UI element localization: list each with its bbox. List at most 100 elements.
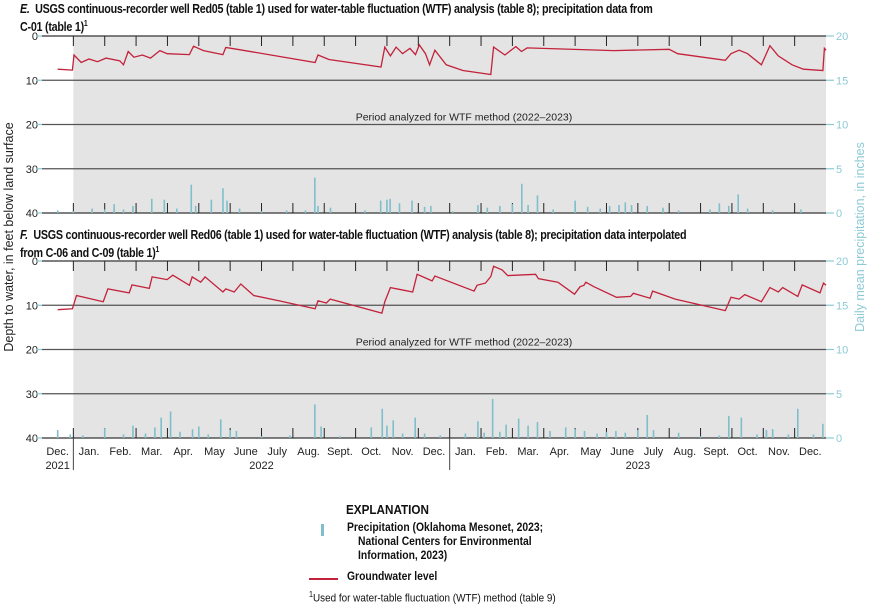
panel-e-right-tick-label: 15	[836, 75, 848, 87]
month-label: Dec.	[46, 446, 69, 458]
panel-f-precip-bar	[169, 411, 172, 438]
panel-e-left-tick-label: 30	[26, 164, 38, 176]
panel-f-precip-bar	[564, 427, 567, 438]
panel-f-precip-bar	[718, 435, 721, 438]
panel-f-precip-bar	[491, 399, 494, 438]
panel-e-precip-bar	[646, 205, 649, 213]
panel-e-precip-bar	[103, 209, 106, 213]
month-label: Aug.	[297, 446, 320, 458]
panel-f-title-line2: from C-06 and C-09 (table 1)1	[20, 245, 160, 261]
footnote: 1Used for water-table fluctuation (WTF) …	[309, 590, 556, 605]
month-label: May	[580, 446, 601, 458]
panel-e-precip-bar	[527, 205, 529, 213]
panel-e-precip-bar	[727, 205, 730, 213]
panel-e-precip-bar	[771, 210, 774, 213]
legend-precip-label: Precipitation (Oklahoma Mesonet, 2023;	[347, 522, 544, 534]
panel-f-precip-bar	[370, 427, 373, 438]
panel-f-precip-bar	[103, 428, 106, 438]
panel-e-right-tick-label: 5	[836, 164, 842, 176]
panel-f-precip-bar	[132, 425, 134, 438]
panel-f-precip-bar	[56, 430, 59, 438]
legend-precip-label-2: National Centers for Environmental	[358, 536, 532, 548]
panel-e-precip-bar	[574, 200, 576, 213]
panel-e-precip-bar	[477, 205, 479, 213]
year-label-2023: 2023	[626, 460, 650, 472]
panel-f-left-tick-label: 0	[32, 256, 38, 268]
panel-f-precip-bar	[574, 429, 576, 438]
panel-f-precip-bar	[144, 433, 147, 438]
panel-e-precip-bar	[599, 208, 602, 213]
panel-e-precip-bar	[430, 205, 432, 213]
panel-e-left-tick-label: 0	[32, 31, 38, 43]
panel-e-groundwater-line	[57, 43, 827, 76]
month-label: Sept.	[703, 446, 729, 458]
panel-f-precip-bar	[207, 434, 210, 438]
panel-e-precip-bar	[677, 210, 680, 213]
panel-f-precip-bar	[381, 408, 384, 438]
panel-e-right-tick-label: 0	[836, 208, 842, 220]
panel-f-right-tick-label: 15	[836, 300, 848, 312]
panel-e-precip-bar	[379, 200, 382, 213]
panel-f-precip-bar	[69, 434, 72, 438]
panel-f-precip-bar	[796, 408, 799, 438]
panel-f-precip-bar	[320, 426, 322, 438]
panel-e-precip-bar	[56, 210, 59, 213]
month-label: Dec.	[423, 446, 446, 458]
panel-e-precip-bar	[329, 207, 332, 213]
month-label: Nov.	[768, 446, 790, 458]
panel-e-precip-bar	[586, 206, 589, 213]
panel-f-precip-bar	[339, 436, 341, 438]
panel-e-precip-bar	[389, 198, 391, 213]
panel-e-title-line2: C-01 (table 1)1	[20, 19, 88, 35]
panel-e-precip-bar	[662, 207, 664, 213]
panel-e-precip-bar	[226, 200, 228, 213]
panel-f-precip-bar	[536, 422, 539, 438]
panel-e-precip-bar	[718, 203, 721, 213]
month-label: June	[610, 446, 634, 458]
month-label: Feb.	[486, 446, 508, 458]
panel-e-precip-bar	[150, 198, 153, 213]
panel-f-precip-bar	[288, 435, 291, 438]
panel-f-precip-bar	[179, 431, 181, 438]
month-label: Oct.	[361, 446, 381, 458]
panel-e-precip-bar	[386, 199, 388, 213]
panel-e-precip-bar	[163, 199, 166, 213]
panel-f-title: F. USGS continuous-recorder well Red06 (…	[20, 228, 687, 242]
panel-f-precip-bar	[812, 434, 815, 438]
panel-f-precip-bar	[549, 430, 551, 438]
panel-e-left-tick-label: 20	[26, 120, 38, 132]
panel-f-left-tick-label: 30	[26, 389, 38, 401]
month-label: Jan.	[455, 446, 476, 458]
panel-f-precip-bar	[229, 430, 231, 438]
panel-e-precip-bar	[314, 177, 316, 213]
panel-f-precip-bar	[122, 434, 125, 438]
right-axis-title: Daily mean precipitation, in inches	[853, 142, 867, 332]
panel-e-precip-bar	[423, 206, 426, 213]
panel-f-precip-bar	[822, 423, 824, 438]
panel-e-precip-bar	[746, 208, 749, 213]
panel-f-precip-bar	[637, 430, 639, 438]
month-label: June	[234, 446, 258, 458]
month-label: Mar.	[517, 446, 538, 458]
panel-e-precip-bar	[238, 208, 241, 213]
panel-e-title: E. USGS continuous-recorder well Red05 (…	[20, 2, 653, 16]
panel-e-precip-bar	[800, 209, 802, 213]
panel-e-precip-bar	[260, 211, 263, 213]
month-label: Apr.	[550, 446, 570, 458]
panel-e-precip-bar	[737, 194, 739, 213]
panel-f-precip-bar	[756, 434, 758, 438]
month-label: May	[204, 446, 225, 458]
panel-f-precip-bar	[439, 435, 442, 438]
panel-f-precip-bar	[483, 432, 485, 438]
month-label: Apr.	[173, 446, 193, 458]
panel-f-wtf-annotation: Period analyzed for WTF method (2022–202…	[356, 337, 573, 349]
panel-f-precip-bar	[740, 417, 743, 438]
panel-e-precip-bar	[486, 207, 489, 213]
month-label: July	[267, 446, 287, 458]
panel-e-wtf-annotation: Period analyzed for WTF method (2022–202…	[356, 112, 573, 124]
month-label: Feb.	[109, 446, 131, 458]
panel-f-precip-bar	[765, 430, 768, 438]
panel-e-precip-bar	[194, 205, 197, 213]
panel-f-precip-bar	[477, 421, 479, 438]
